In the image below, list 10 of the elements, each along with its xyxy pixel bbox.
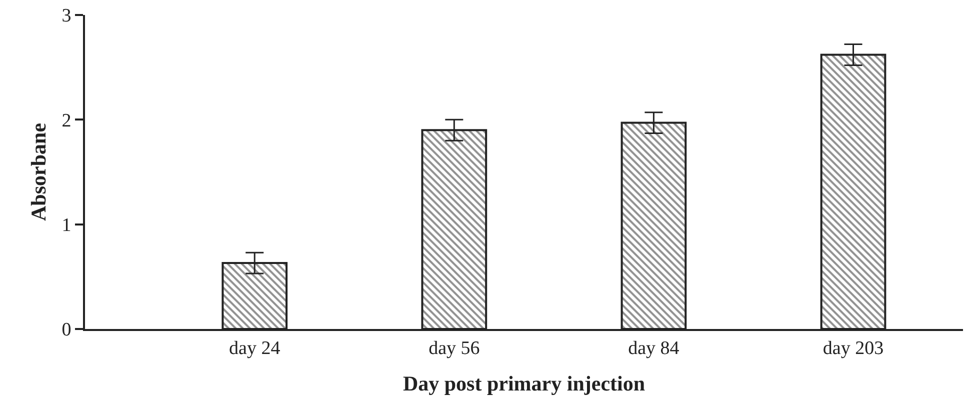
y-axis-title: Absorbane — [26, 122, 50, 222]
y-tick-label: 2 — [62, 110, 72, 132]
y-tick-label: 1 — [62, 214, 72, 236]
x-tick-label: day 24 — [229, 338, 281, 359]
x-tick-label: day 84 — [628, 338, 680, 359]
y-tick-label: 3 — [62, 6, 72, 27]
y-tick-label: 0 — [62, 320, 72, 341]
x-axis-title: Day post primary injection — [402, 372, 646, 396]
x-tick-label: day 203 — [822, 338, 884, 359]
x-tick-label: day 56 — [428, 338, 480, 359]
